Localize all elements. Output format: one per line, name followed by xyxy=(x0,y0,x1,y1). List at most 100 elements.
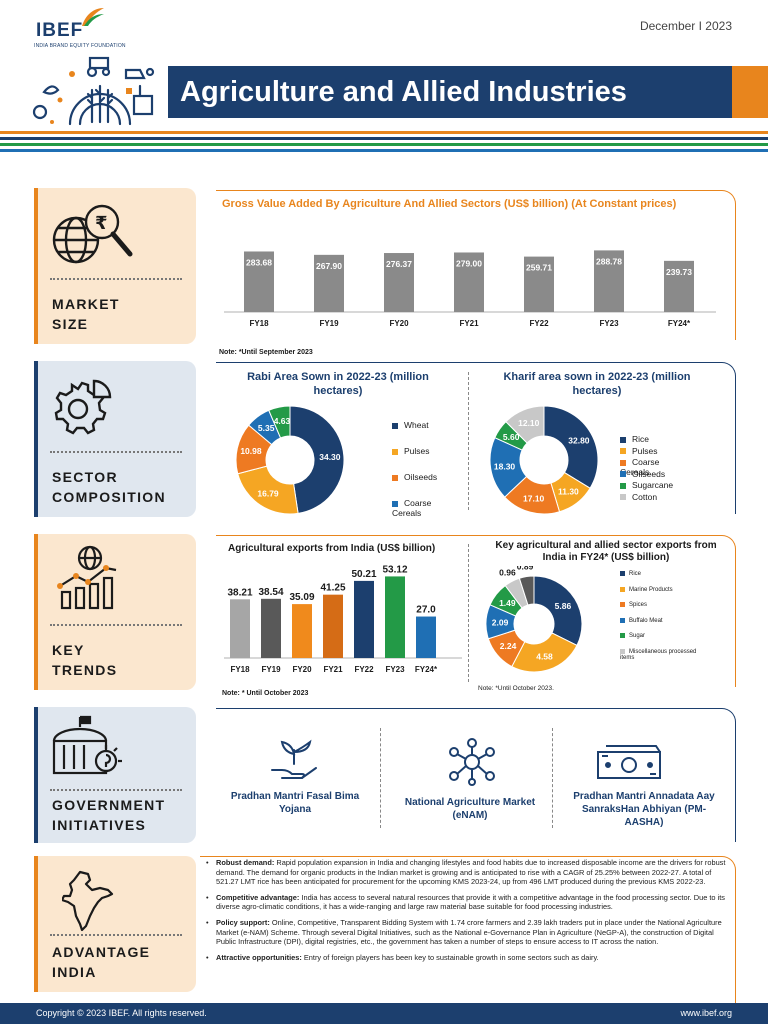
advantage-item: Policy support: Online, Competitive, Tra… xyxy=(204,918,734,947)
keyexp-slice xyxy=(518,575,535,606)
globe-magnifier-rupee-icon: ₹ xyxy=(52,204,133,264)
gva-bar-label: 259.71 xyxy=(526,263,552,273)
exports-bar-label: 53.12 xyxy=(382,564,407,575)
keyexp-slice-label: 2.24 xyxy=(500,641,517,651)
exports-bar-label: 38.54 xyxy=(258,587,283,598)
rabi-donut-chart: 34.30 16.79 10.98 5.354.63 xyxy=(235,405,345,515)
rabi-legend-item: Pulses xyxy=(392,446,462,456)
trends-charts-frame xyxy=(216,535,736,687)
exports-x-tick: FY23 xyxy=(385,665,405,674)
advantage-item: Competitive advantage: India has access … xyxy=(204,893,734,912)
exports-bar xyxy=(230,599,250,658)
logo-subtitle: INDIA BRAND EQUITY FOUNDATION xyxy=(34,43,126,49)
advantage-list: Robust demand: Rapid population expansio… xyxy=(204,858,734,968)
exports-bar xyxy=(292,604,312,658)
exports-bar xyxy=(416,616,436,658)
advantage-india-label-1: ADVANTAGE xyxy=(52,944,151,960)
exports-x-tick: FY22 xyxy=(354,665,374,674)
gva-x-tick: FY20 xyxy=(389,319,409,328)
legend-swatch xyxy=(620,648,625,654)
rabi-slice-label: 4.63 xyxy=(274,416,291,426)
kharif-slice-label: 32.80 xyxy=(568,435,590,445)
gva-bar-chart: 283.68 FY18 267.90 FY19 276.37 FY20 279.00 FY21… xyxy=(224,250,716,328)
initiatives-divider-2 xyxy=(552,728,553,828)
legend-swatch xyxy=(392,422,398,429)
keyexp-slice-label: 2.09 xyxy=(492,617,509,627)
key-exports-legend-item: Sugar xyxy=(620,633,712,639)
india-map-icon xyxy=(62,870,114,932)
kharif-legend-item: Pulses xyxy=(620,446,690,456)
gva-bar-label: 276.37 xyxy=(386,259,412,269)
legend-swatch xyxy=(620,494,626,501)
keyexp-slice-label: 0.89 xyxy=(517,566,534,572)
key-exports-donut-chart: 5.86 4.58 2.24 2.09 1.49 0.960.89 xyxy=(485,566,583,673)
legend-swatch xyxy=(620,571,625,576)
rabi-slice-label: 10.98 xyxy=(240,446,262,456)
network-nodes-icon xyxy=(449,738,495,786)
exports-bar xyxy=(261,598,281,658)
gear-pie-icon xyxy=(54,379,112,435)
exports-x-tick: FY21 xyxy=(323,665,343,674)
market-size-label-1: MARKET xyxy=(52,296,120,312)
keyexp-slice xyxy=(511,632,578,673)
gva-x-tick: FY21 xyxy=(459,319,479,328)
copyright-text: Copyright © 2023 IBEF. All rights reserv… xyxy=(36,1008,207,1018)
exports-bar xyxy=(385,576,405,658)
kharif-slice-label: 18.30 xyxy=(494,462,516,472)
gva-bar xyxy=(454,252,484,312)
exports-note: Note: * Until October 2023 xyxy=(222,690,309,697)
government-initiatives-label-1: GOVERNMENT xyxy=(52,797,166,813)
exports-bar-label: 27.0 xyxy=(416,605,436,616)
currency-notes-icon xyxy=(597,745,661,779)
gva-bar xyxy=(244,251,274,312)
kharif-slice xyxy=(543,405,599,489)
title-accent-block xyxy=(732,66,768,118)
legend-swatch xyxy=(620,617,625,623)
kharif-slice-label: 5.60 xyxy=(503,432,520,442)
page-title: Agriculture and Allied Industries xyxy=(180,76,627,108)
divider-stripe-green xyxy=(0,143,768,146)
legend-swatch xyxy=(620,602,625,607)
gva-bar-label: 267.90 xyxy=(316,261,342,271)
key-exports-note: Note: *Until October 2023. xyxy=(478,685,554,692)
sector-charts-divider xyxy=(468,372,469,510)
gva-bar-label: 279.00 xyxy=(456,258,482,268)
hand-plant-icon xyxy=(271,739,317,779)
gva-x-tick: FY18 xyxy=(249,319,269,328)
key-exports-legend-item: Rice xyxy=(620,571,712,577)
government-building-icon xyxy=(52,715,122,775)
exports-x-tick: FY18 xyxy=(230,665,250,674)
website-link[interactable]: www.ibef.org xyxy=(680,1008,732,1018)
divider-stripe-navy xyxy=(0,137,768,140)
key-exports-legend-item: Spices xyxy=(620,602,712,608)
exports-bar-label: 35.09 xyxy=(289,592,314,603)
footer: Copyright © 2023 IBEF. All rights reserv… xyxy=(0,1003,768,1024)
advantage-india-panel: ADVANTAGE INDIA xyxy=(34,856,196,992)
keyexp-slice-label: 0.96 xyxy=(499,567,516,577)
rabi-slice-label: 5.35 xyxy=(258,423,275,433)
gva-bar-label: 288.78 xyxy=(596,256,622,266)
kharif-legend-item: Rice xyxy=(620,434,690,444)
globe-bar-chart-icon xyxy=(57,545,117,610)
gva-bar xyxy=(314,254,344,312)
trends-charts-divider xyxy=(468,544,469,682)
key-exports-legend-item: Miscellaneous processed items xyxy=(620,648,697,661)
gva-bar xyxy=(384,253,414,312)
keyexp-slice xyxy=(533,575,583,647)
key-trends-label-1: KEY xyxy=(52,642,85,658)
gva-bar xyxy=(594,250,624,312)
rabi-slice xyxy=(289,405,345,514)
kharif-slice-label: 12.10 xyxy=(518,418,540,428)
exports-x-tick: FY24* xyxy=(415,665,438,674)
kharif-legend-item: Sugarcane xyxy=(620,480,690,490)
legend-swatch xyxy=(620,482,626,489)
gva-bar xyxy=(664,260,694,312)
government-initiatives-panel: GOVERNMENT INITIATIVES xyxy=(34,707,196,843)
issue-date: December I 2023 xyxy=(639,19,732,33)
exports-bar-label: 41.25 xyxy=(320,583,345,594)
key-exports-legend-item: Marine Products xyxy=(620,586,712,593)
agriculture-icons-cluster-icon xyxy=(32,56,155,126)
gva-bar xyxy=(524,256,554,312)
kharif-slice xyxy=(505,405,545,444)
legend-swatch xyxy=(392,500,398,507)
